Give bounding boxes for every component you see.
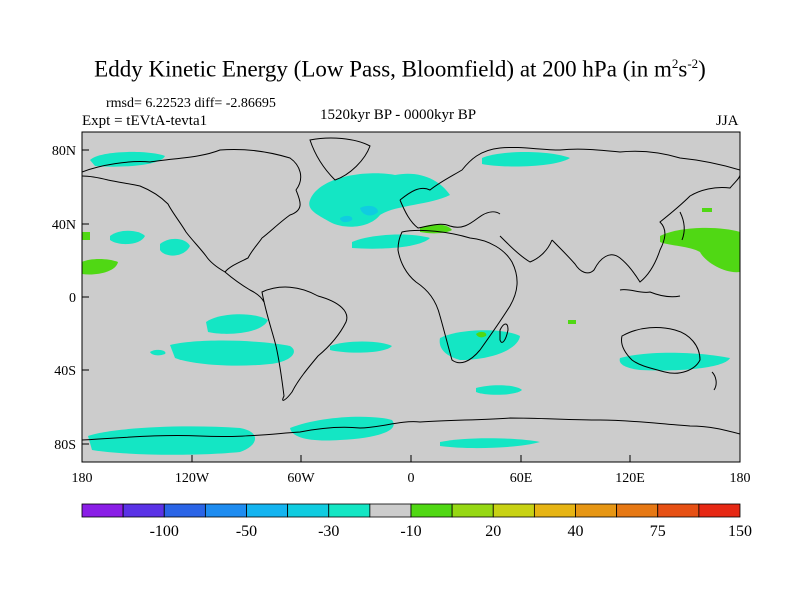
region-central-pacific (82, 259, 118, 275)
lon-tick-label: 180 (730, 471, 751, 486)
colorbar-swatch (204, 503, 247, 518)
axis-ticks (81, 149, 741, 462)
coast-arabia (499, 235, 553, 263)
coast-new-zealand (711, 371, 717, 391)
coast-europe (399, 146, 740, 201)
colorbar-label: 75 (650, 523, 666, 540)
region-north-pacific (90, 151, 165, 167)
region-southern-ocean-2 (290, 416, 394, 441)
coast-asia (551, 174, 740, 283)
colorbar (81, 503, 741, 518)
coast-south-america (261, 286, 348, 401)
coast-japan (679, 211, 685, 241)
region-east-pacific-2 (160, 238, 190, 256)
region-south-pacific-1 (206, 314, 268, 334)
chart-title: Eddy Kinetic Energy (Low Pass, Bloomfiel… (94, 56, 706, 82)
coastlines (82, 137, 740, 441)
period-label: 1520kyr BP - 0000kyr BP (320, 107, 477, 123)
stats-label: rmsd= 6.22523 diff= -2.86695 (106, 96, 276, 111)
experiment-label: Expt = tEVtA-tevta1 (82, 113, 208, 129)
region-south-atlantic-3 (476, 385, 522, 395)
colorbar-swatch (492, 503, 535, 518)
longitude-labels: 180 120W 60W 0 60E 120E 180 (72, 471, 751, 486)
lon-tick-label: 60W (287, 471, 315, 486)
lon-tick-label: 60E (510, 471, 533, 486)
negative-medium-patch-2 (340, 215, 353, 223)
lon-tick-label: 120E (615, 471, 645, 486)
colorbar-swatch (81, 503, 124, 518)
colorbar-label: -100 (150, 523, 179, 540)
region-southern-ocean-1 (88, 426, 256, 455)
coast-greenland (309, 137, 371, 181)
colorbar-swatch (369, 503, 412, 518)
region-north-india (702, 208, 712, 212)
colorbar-swatch (533, 503, 576, 518)
lon-tick-label: 0 (408, 471, 415, 486)
coast-madagascar (499, 323, 509, 343)
colorbar-swatch (287, 503, 330, 518)
lat-tick-label: 80N (52, 144, 76, 159)
colorbar-swatch (657, 503, 700, 518)
region-southern-ocean-3 (440, 438, 540, 449)
coast-europe-south (399, 199, 501, 229)
negative-medium-patch (360, 205, 378, 216)
colorbar-swatch (163, 503, 206, 518)
latitude-labels: 80N 40N 0 40S 80S (52, 144, 76, 453)
colorbar-label: 40 (568, 523, 584, 540)
negative-anomaly-regions (88, 151, 730, 455)
colorbar-swatch (328, 503, 371, 518)
coast-antarctica (82, 417, 740, 441)
colorbar-swatch (616, 503, 659, 518)
lon-tick-label: 120W (175, 471, 210, 486)
lon-tick-label: 180 (72, 471, 93, 486)
coast-australia (621, 327, 701, 374)
colorbar-swatch (410, 503, 453, 518)
colorbar-labels: -100 -50 -30 -10 20 40 75 150 (150, 523, 752, 540)
colorbar-label: 150 (728, 523, 752, 540)
colorbar-label: -10 (400, 523, 421, 540)
coast-central-america (224, 271, 265, 303)
region-arctic-atlantic (482, 152, 570, 167)
region-south-atlantic-small (476, 331, 487, 338)
region-north-atlantic (309, 173, 450, 227)
region-west-edge (82, 232, 90, 240)
region-south-pacific-3 (170, 340, 294, 366)
region-east-asia (660, 227, 740, 273)
coast-north-america (82, 149, 302, 273)
region-south-pacific-2 (150, 349, 166, 356)
season-label: JJA (716, 113, 739, 129)
positive-anomaly-regions (82, 208, 740, 338)
lat-tick-label: 40S (54, 364, 76, 379)
colorbar-label: -30 (318, 523, 339, 540)
colorbar-label: -50 (236, 523, 257, 540)
coast-africa (397, 229, 518, 364)
region-indian-ocean (619, 352, 730, 371)
coast-sea-islands (619, 289, 681, 298)
lat-tick-label: 0 (69, 291, 76, 306)
colorbar-label: 20 (485, 523, 501, 540)
colorbar-swatch (122, 503, 165, 518)
region-east-pacific (110, 230, 145, 245)
colorbar-swatch (246, 503, 289, 518)
colorbar-swatch (575, 503, 618, 518)
lat-tick-label: 80S (54, 438, 76, 453)
region-south-atlantic-1 (330, 341, 392, 353)
lat-tick-label: 40N (52, 218, 76, 233)
region-indian-small (568, 320, 576, 324)
colorbar-swatch (451, 503, 494, 518)
colorbar-swatch (698, 503, 741, 518)
region-mid-atlantic (352, 234, 430, 249)
